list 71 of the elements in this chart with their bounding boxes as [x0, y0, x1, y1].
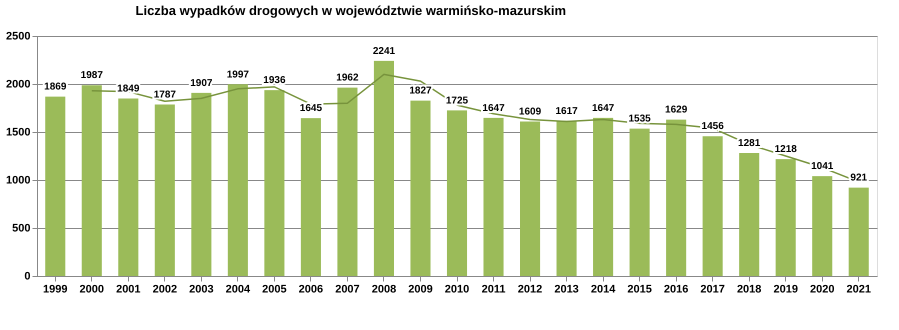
x-tick-label: 2020 [810, 284, 834, 296]
y-tick-label: 1000 [6, 174, 30, 186]
bar [739, 153, 760, 276]
data-label: 1997 [226, 69, 250, 80]
x-tick-label: 2016 [664, 284, 688, 296]
bar [848, 188, 869, 276]
data-label: 1617 [555, 106, 578, 117]
data-label: 1869 [44, 82, 67, 93]
y-tick-label: 1500 [6, 126, 30, 138]
x-tick-label: 2009 [408, 284, 433, 296]
bar [666, 120, 686, 276]
bar [337, 88, 358, 276]
bar [300, 118, 321, 276]
data-label: 1218 [774, 144, 798, 156]
bar [556, 120, 577, 276]
x-tick-label: 2003 [189, 284, 214, 296]
x-tick-label: 2017 [700, 284, 725, 296]
x-tick-label: 2005 [262, 284, 287, 296]
x-tick-label: 2000 [80, 284, 104, 296]
x-tick-label: 2015 [627, 284, 652, 296]
bar [702, 136, 723, 276]
x-tick-label: 2002 [152, 284, 178, 296]
data-label: 1535 [628, 114, 652, 125]
x-tick-label: 2001 [116, 284, 141, 296]
data-label: 1936 [263, 75, 286, 86]
x-tick-label: 2007 [335, 284, 360, 296]
bar [45, 96, 66, 276]
bar [812, 176, 832, 276]
data-label: 1609 [518, 106, 542, 118]
bar [118, 98, 138, 276]
bar [520, 122, 540, 276]
x-tick-label: 2019 [773, 284, 798, 296]
data-label: 1647 [592, 102, 615, 114]
data-label: 1907 [190, 78, 213, 89]
x-tick-label: 2011 [482, 284, 506, 296]
x-tick-label: 2004 [226, 284, 251, 296]
data-label: 1629 [665, 104, 688, 116]
y-tick-label: 500 [12, 222, 30, 234]
x-tick-label: 2014 [590, 284, 616, 296]
x-tick-label: 2018 [736, 284, 762, 296]
chart-title: Liczba wypadków drogowych w województwie warmińsko-mazurskim [136, 3, 566, 18]
bar [776, 159, 796, 276]
y-tick-label: 0 [24, 270, 30, 282]
x-tick-label: 2021 [846, 284, 871, 296]
data-label: 1647 [482, 102, 506, 114]
bar [446, 110, 468, 276]
bar [593, 118, 614, 276]
x-tick-label: 2006 [298, 284, 324, 296]
bar [410, 100, 431, 276]
bar [228, 84, 248, 276]
x-tick-label: 2010 [444, 284, 470, 296]
data-label: 921 [850, 172, 868, 184]
bar [483, 118, 504, 276]
data-label: 1645 [300, 103, 322, 114]
bar [374, 60, 394, 276]
data-label: 1962 [336, 72, 359, 84]
x-tick-label: 1999 [43, 284, 68, 296]
data-label: 1787 [154, 89, 176, 100]
y-tick-label: 2500 [6, 30, 30, 42]
bar [82, 85, 102, 276]
x-tick-label: 2008 [372, 284, 396, 296]
y-tick-label: 2000 [6, 78, 30, 90]
data-label: 1987 [80, 70, 104, 82]
bar [154, 104, 175, 276]
data-label: 2241 [372, 46, 396, 57]
bar [264, 90, 284, 276]
data-label: 1827 [409, 86, 432, 97]
bar [630, 128, 650, 276]
x-tick-label: 2013 [554, 284, 579, 296]
bar [191, 92, 212, 276]
x-tick-label: 2012 [518, 284, 542, 296]
